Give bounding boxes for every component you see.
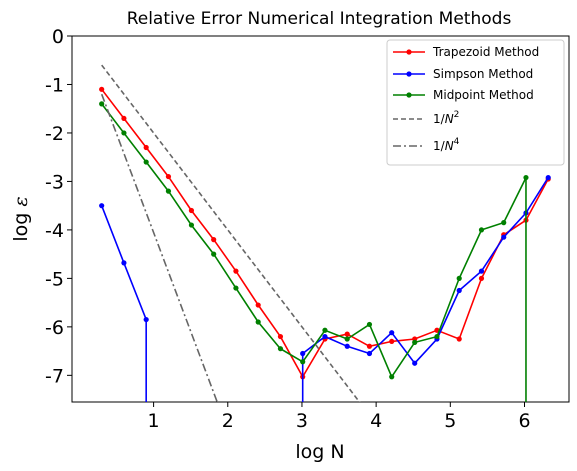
- legend-marker-simpson: [406, 71, 412, 77]
- y-tick-label-0: 0: [52, 26, 64, 48]
- series-point-simpson-method-11: [344, 343, 350, 349]
- x-axis: 1 2 3 4 5 6: [148, 402, 531, 432]
- series-line-midpoint-method: [101, 103, 527, 379]
- series-point-trapezoid-method-1: [121, 115, 127, 122]
- legend-label-inv-n2-exp: 2: [454, 110, 460, 120]
- series-point-midpoint-method-2: [143, 159, 149, 165]
- series-point-simpson-method-12: [366, 350, 373, 357]
- series-point-midpoint-method-16: [456, 275, 462, 281]
- series-point-trapezoid-method-4: [188, 207, 195, 214]
- legend-label-inv-n4-base: 1/: [433, 139, 446, 153]
- series-point-simpson-method-14: [412, 360, 418, 366]
- series-point-trapezoid-method-16: [456, 336, 462, 342]
- series-point-midpoint-method-1: [121, 130, 127, 136]
- series-point-midpoint-method-14: [412, 339, 418, 345]
- series-point-trapezoid-method-17: [478, 275, 485, 281]
- series-point-simpson-method-13: [389, 330, 395, 336]
- legend-entry-inv-n2: 1/N2: [393, 110, 459, 126]
- y-axis-label-symbol: ε: [10, 196, 32, 206]
- series-point-midpoint-method-12: [366, 321, 373, 328]
- x-tick-label-1: 2: [222, 410, 234, 432]
- x-axis-label: log N: [295, 441, 344, 463]
- y-tick-label-6: -6: [45, 317, 64, 339]
- legend-label-inv-n4: 1/N4: [433, 137, 460, 153]
- series-point-midpoint-method-19: [523, 174, 529, 181]
- legend-label-midpoint: Midpoint Method: [433, 88, 534, 102]
- y-tick-label-2: -2: [45, 123, 64, 145]
- series-point-trapezoid-method-8: [277, 333, 284, 340]
- series-point-simpson-method-0: [99, 203, 105, 209]
- series-point-midpoint-method-6: [233, 285, 239, 291]
- series-point-midpoint-method-10: [322, 327, 328, 333]
- series-point-midpoint-method-15: [434, 333, 440, 340]
- chart-title: Relative Error Numerical Integration Met…: [127, 9, 512, 29]
- x-tick-label-2: 3: [296, 410, 308, 432]
- legend-entry-trapezoid: Trapezoid Method: [393, 45, 539, 59]
- series-point-trapezoid-method-6: [233, 268, 239, 274]
- series-point-trapezoid-method-0: [99, 86, 105, 92]
- legend-marker-midpoint: [406, 92, 412, 98]
- series-line-1-n-4: [100, 93, 219, 402]
- x-tick-label-3: 4: [370, 410, 382, 432]
- series-point-midpoint-method-18: [501, 220, 507, 226]
- series-layer: [99, 64, 551, 402]
- series-point-trapezoid-method-3: [165, 173, 172, 180]
- series-point-simpson-method-20: [545, 174, 551, 181]
- x-tick-label-4: 5: [444, 410, 456, 432]
- y-tick-label-3: -3: [45, 171, 64, 193]
- series-point-trapezoid-method-13: [389, 338, 395, 345]
- legend-label-inv-n2: 1/N2: [433, 110, 459, 126]
- series-point-midpoint-method-9: [300, 359, 306, 365]
- series-point-simpson-method-18: [501, 234, 507, 240]
- series-point-midpoint-method-13: [389, 374, 395, 380]
- series-point-trapezoid-method-11: [344, 331, 350, 337]
- plot-frame: [71, 35, 570, 403]
- series-point-midpoint-method-17: [478, 227, 485, 233]
- legend: Trapezoid Method Simpson Method Midpoint…: [386, 39, 565, 166]
- series-point-midpoint-method-4: [188, 222, 195, 228]
- legend-label-trapezoid: Trapezoid Method: [432, 45, 539, 59]
- series-point-midpoint-method-0: [99, 101, 105, 107]
- series-point-trapezoid-method-2: [143, 144, 149, 151]
- legend-marker-trapezoid: [406, 49, 412, 55]
- legend-label-inv-n2-base: 1/: [433, 112, 446, 126]
- y-tick-label-4: -4: [45, 220, 64, 242]
- y-tick-label-1: -1: [45, 74, 64, 96]
- y-tick-label-5: -5: [45, 268, 64, 290]
- legend-entry-simpson: Simpson Method: [393, 67, 533, 81]
- series-point-trapezoid-method-5: [211, 237, 217, 243]
- series-point-simpson-method-10: [322, 333, 328, 340]
- series-point-simpson-method-9: [300, 350, 306, 357]
- series-point-midpoint-method-5: [211, 251, 217, 257]
- legend-label-inv-n4-exp: 4: [454, 137, 460, 147]
- y-tick-label-7: -7: [45, 365, 64, 387]
- series-point-simpson-method-17: [478, 268, 485, 274]
- y-axis-label: log ε: [10, 196, 32, 241]
- series-line-simpson-method: [302, 177, 549, 365]
- series-point-simpson-method-2: [143, 316, 149, 323]
- series-point-midpoint-method-3: [165, 188, 172, 194]
- legend-frame: [386, 39, 565, 166]
- legend-label-simpson: Simpson Method: [433, 67, 533, 81]
- series-line-1-n-2: [101, 64, 361, 402]
- series-point-simpson-method-16: [456, 287, 462, 294]
- series-point-midpoint-method-8: [277, 346, 284, 352]
- x-tick-label-0: 1: [148, 410, 160, 432]
- x-tick-label-5: 6: [518, 410, 530, 432]
- legend-entry-inv-n4: 1/N4: [393, 137, 460, 153]
- legend-label-inv-n4-var: N: [445, 139, 454, 153]
- legend-label-inv-n2-var: N: [445, 112, 454, 126]
- series-point-midpoint-method-11: [344, 336, 350, 342]
- plot-area: 1 2 3 4 5 6 0 -1 -2 -3 -4 -5 -6 -7: [45, 26, 570, 432]
- y-axis-label-main: log: [10, 207, 32, 242]
- series-point-midpoint-method-7: [255, 319, 261, 325]
- series-point-trapezoid-method-7: [255, 302, 261, 308]
- legend-entry-midpoint: Midpoint Method: [393, 88, 534, 102]
- series-point-simpson-method-1: [121, 260, 127, 266]
- series-point-trapezoid-method-12: [366, 343, 373, 349]
- y-axis: 0 -1 -2 -3 -4 -5 -6 -7: [45, 26, 72, 387]
